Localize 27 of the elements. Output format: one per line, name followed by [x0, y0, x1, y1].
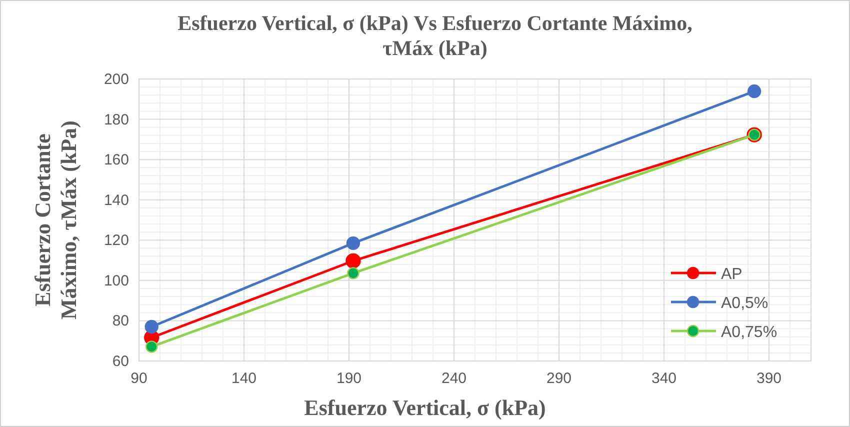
x-tick-label: 90 [130, 370, 148, 387]
y-tick-label: 180 [104, 111, 129, 128]
x-tick-label: 390 [756, 370, 782, 387]
x-tick-label: 240 [441, 370, 467, 387]
y-tick-label: 120 [104, 232, 129, 250]
x-axis-title: Esfuerzo Vertical, σ (kPa) [304, 395, 546, 420]
legend-label: A0,75% [721, 324, 778, 341]
point [146, 340, 158, 353]
point [346, 236, 360, 250]
point [747, 84, 762, 98]
point [347, 267, 360, 280]
y-tick-label: 100 [104, 272, 129, 290]
legend-label: AP [721, 266, 742, 283]
point [346, 253, 361, 268]
x-tick-label: 140 [231, 370, 257, 387]
y-tick-label: 140 [104, 192, 129, 209]
y-tick-label: 80 [112, 312, 129, 330]
y-tick-label: 160 [104, 152, 129, 169]
chart-title: Esfuerzo Vertical, σ (kPa) Vs Esfuerzo Cortante Máximo, τMáx (kPa) [178, 11, 692, 60]
y-axis-title: Esfuerzo Cortante Máximo, τMáx (kPa) [30, 120, 81, 320]
x-tick-label: 290 [546, 370, 572, 387]
y-tick-label: 200 [104, 71, 129, 88]
y-tick-label: 60 [112, 353, 129, 370]
legend-label: A0,5% [721, 295, 768, 312]
x-tick-label: 190 [336, 370, 362, 387]
point [144, 320, 158, 334]
x-tick-label: 340 [651, 370, 677, 387]
